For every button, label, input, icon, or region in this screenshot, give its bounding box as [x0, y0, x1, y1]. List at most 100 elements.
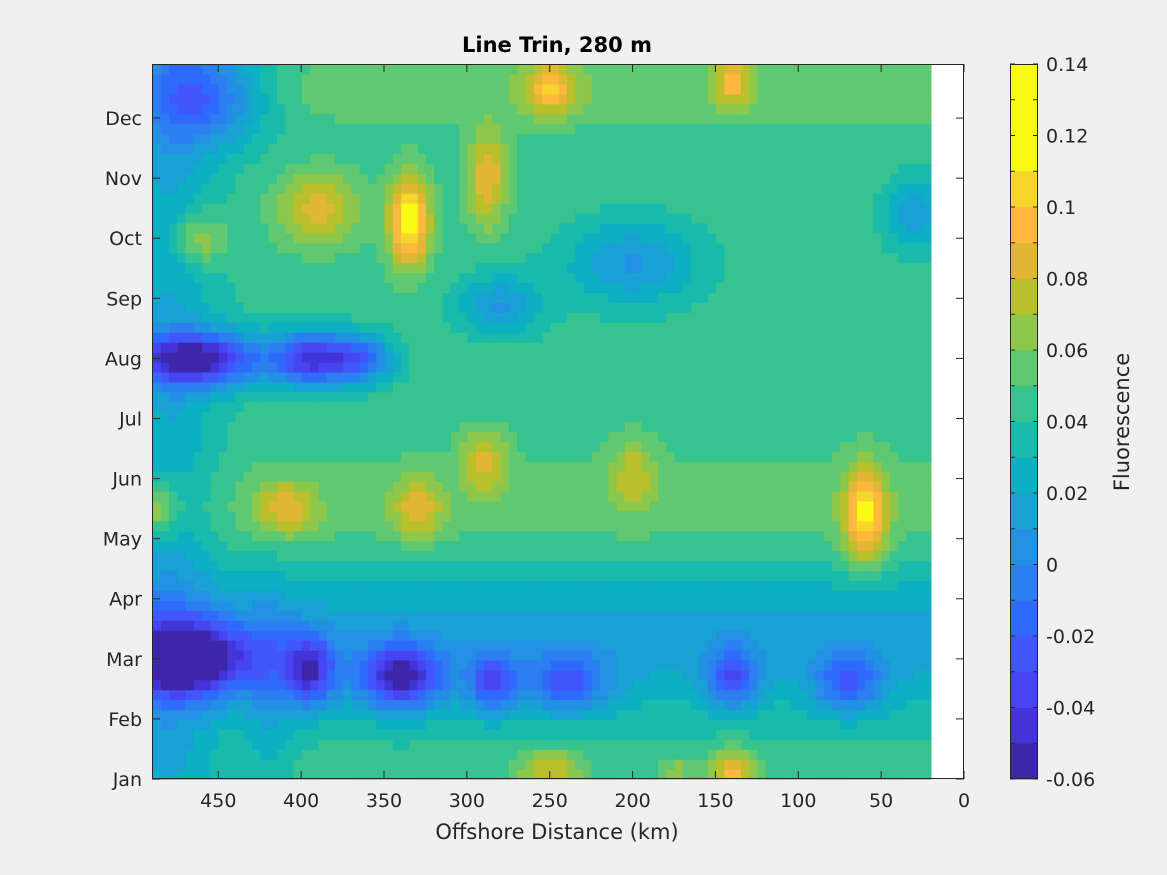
- heatmap-cell: [500, 719, 509, 730]
- heatmap-cell: [259, 302, 269, 313]
- heatmap-cell: [176, 679, 186, 691]
- heatmap-cell: [773, 292, 783, 303]
- heatmap-cell: [773, 461, 783, 472]
- heatmap-cell: [765, 252, 775, 264]
- heatmap-cell: [823, 441, 833, 452]
- heatmap-cell: [425, 421, 435, 433]
- heatmap-cell: [798, 550, 808, 562]
- heatmap-cell: [475, 481, 485, 492]
- heatmap-cell: [906, 510, 915, 522]
- heatmap-cell: [756, 570, 766, 581]
- heatmap-cell: [176, 381, 186, 393]
- heatmap-cell: [582, 312, 592, 323]
- heatmap-cell: [773, 391, 783, 403]
- heatmap-cell: [317, 620, 327, 631]
- heatmap-cell: [848, 739, 857, 750]
- heatmap-cell: [881, 689, 891, 701]
- heatmap-cell: [483, 590, 493, 601]
- heatmap-cell: [897, 699, 907, 711]
- heatmap-cell: [326, 669, 335, 681]
- heatmap-cell: [251, 332, 261, 343]
- heatmap-cell: [466, 630, 476, 641]
- heatmap-cell: [160, 769, 170, 780]
- heatmap-cell: [707, 699, 717, 711]
- heatmap-cell: [798, 312, 808, 323]
- heatmap-cell: [433, 411, 443, 423]
- heatmap-cell: [491, 441, 501, 452]
- heatmap-cell: [268, 560, 277, 572]
- heatmap-cell: [160, 351, 170, 363]
- heatmap-cell: [210, 540, 219, 552]
- heatmap-cell: [723, 481, 733, 492]
- heatmap-cell: [549, 699, 559, 711]
- heatmap-cell: [674, 590, 683, 601]
- heatmap-cell: [210, 610, 219, 621]
- heatmap-cell: [400, 322, 410, 333]
- heatmap-cell: [781, 580, 791, 591]
- heatmap-cell: [665, 570, 675, 581]
- heatmap-cell: [160, 272, 170, 284]
- heatmap-cell: [466, 600, 476, 611]
- heatmap-cell: [839, 282, 849, 293]
- heatmap-cell: [748, 679, 758, 691]
- heatmap-cell: [425, 292, 435, 303]
- heatmap-cell: [524, 709, 534, 721]
- heatmap-cell: [152, 679, 161, 691]
- heatmap-cell: [234, 322, 244, 333]
- heatmap-cell: [831, 590, 841, 601]
- heatmap-cell: [508, 461, 518, 472]
- heatmap-cell: [558, 351, 567, 363]
- heatmap-cell: [359, 491, 369, 502]
- heatmap-cell: [616, 441, 625, 452]
- heatmap-cell: [823, 639, 833, 651]
- heatmap-cell: [864, 262, 874, 274]
- heatmap-cell: [392, 411, 402, 423]
- heatmap-cell: [872, 580, 882, 591]
- heatmap-cell: [732, 252, 741, 264]
- heatmap-cell: [160, 620, 170, 631]
- heatmap-cell: [765, 570, 775, 581]
- heatmap-cell: [392, 600, 402, 611]
- heatmap-cell: [690, 600, 700, 611]
- heatmap-cell: [466, 500, 476, 512]
- heatmap-cell: [524, 381, 534, 393]
- heatmap-cell: [326, 659, 335, 671]
- heatmap-cell: [814, 332, 824, 343]
- heatmap-cell: [732, 570, 741, 581]
- heatmap-cell: [375, 441, 385, 452]
- heatmap-cell: [193, 639, 203, 651]
- heatmap-cell: [848, 580, 857, 591]
- heatmap-cell: [881, 719, 891, 730]
- heatmap-cell: [524, 391, 534, 403]
- heatmap-cell: [881, 292, 891, 303]
- heatmap-cell: [408, 411, 418, 423]
- heatmap-cell: [558, 759, 567, 770]
- heatmap-cell: [516, 431, 526, 442]
- heatmap-cell: [292, 381, 302, 393]
- heatmap-cell: [582, 689, 592, 701]
- heatmap-cell: [674, 351, 683, 363]
- heatmap-cell: [707, 649, 717, 661]
- heatmap-cell: [823, 530, 833, 542]
- heatmap-cell: [806, 530, 816, 542]
- heatmap-cell: [872, 709, 882, 721]
- heatmap-cell: [193, 411, 203, 423]
- heatmap-cell: [881, 491, 891, 502]
- heatmap-cell: [160, 739, 170, 750]
- heatmap-cell: [292, 421, 302, 433]
- heatmap-cell: [367, 312, 377, 323]
- heatmap-cell: [748, 411, 758, 423]
- heatmap-cell: [342, 699, 352, 711]
- heatmap-cell: [210, 550, 219, 562]
- heatmap-cell: [897, 401, 907, 413]
- heatmap-cell: [342, 441, 352, 452]
- heatmap-cell: [508, 649, 518, 661]
- heatmap-cell: [856, 421, 866, 433]
- heatmap-cell: [508, 729, 518, 740]
- heatmap-cell: [906, 639, 915, 651]
- heatmap-cell: [541, 431, 551, 442]
- heatmap-cell: [342, 411, 352, 423]
- heatmap-cell: [284, 590, 294, 601]
- heatmap-cell: [417, 312, 427, 323]
- heatmap-cell: [856, 550, 866, 562]
